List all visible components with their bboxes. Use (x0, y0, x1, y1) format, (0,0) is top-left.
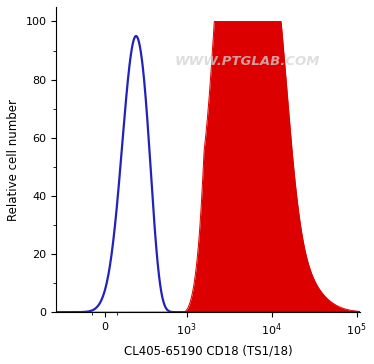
Y-axis label: Relative cell number: Relative cell number (7, 99, 20, 221)
Text: WWW.PTGLAB.COM: WWW.PTGLAB.COM (175, 55, 321, 68)
X-axis label: CL405-65190 CD18 (TS1/18): CL405-65190 CD18 (TS1/18) (124, 344, 292, 357)
